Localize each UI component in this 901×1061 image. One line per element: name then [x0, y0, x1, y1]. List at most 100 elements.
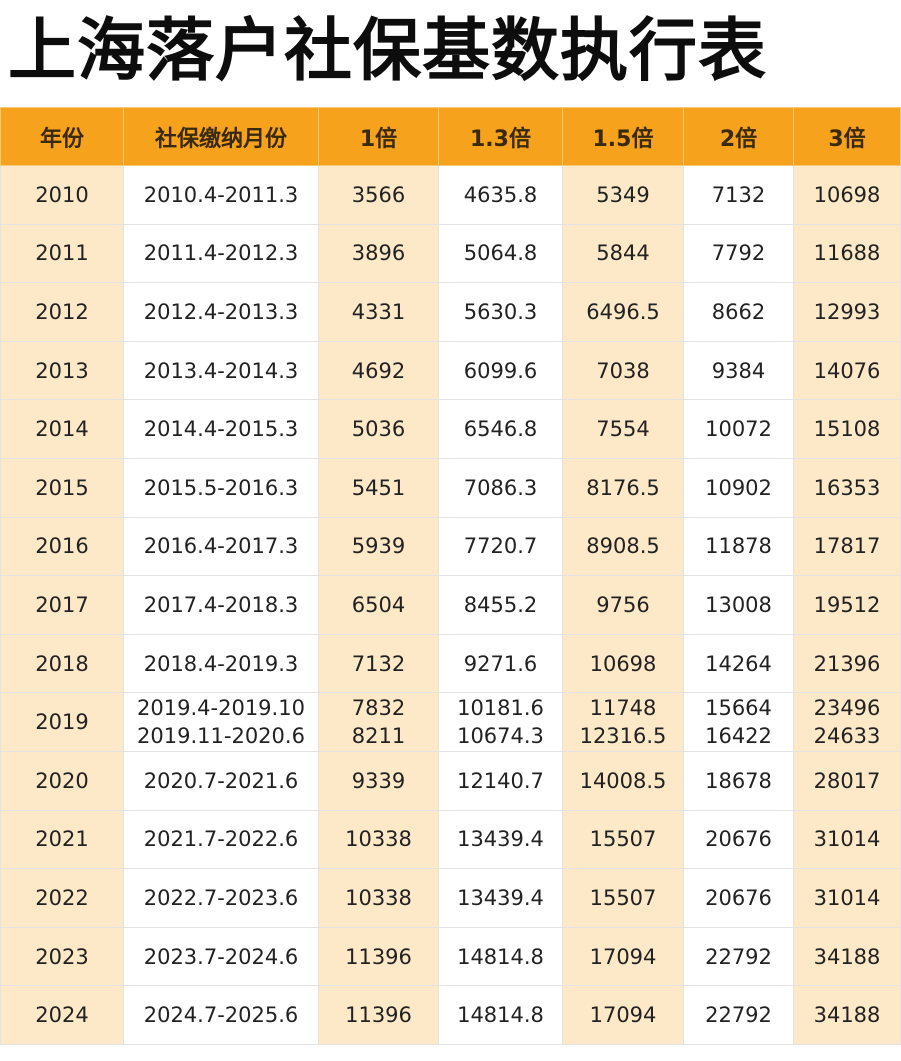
cell-year: 2015 — [0, 457, 124, 518]
cell-base-3x: 14076 — [793, 340, 901, 401]
cell-year: 2011 — [0, 223, 124, 284]
cell-value: 7792 — [711, 241, 766, 266]
cell-base-1x: 7132 — [318, 633, 439, 694]
cell-base-2x: 14264 — [683, 633, 794, 694]
cell-value: 13008 — [705, 592, 772, 617]
cell-base-1-5x: 11748 12316.5 — [562, 692, 684, 752]
table-row: 2014 2014.4-2015.3 5036 6546.8 7554 10072 1510… — [0, 399, 901, 459]
cell-value: 18678 — [705, 768, 772, 793]
cell-base-1-3x: 5064.8 — [438, 223, 563, 284]
cell-value: 2019.11-2020.6 — [137, 724, 305, 749]
cell-base-3x: 15108 — [793, 399, 901, 459]
cell-payment-months: 2015.5-2016.3 — [123, 457, 319, 518]
cell-year: 2022 — [0, 868, 124, 928]
cell-year: 2014 — [0, 399, 124, 459]
cell-value: 2017.4-2018.3 — [143, 592, 299, 617]
table-row: 2019 2019.4-2019.10 2019.11-2020.6 7832 8211… — [0, 692, 901, 752]
cell-value: 21396 — [813, 651, 881, 676]
cell-value: 3896 — [351, 241, 406, 266]
cell-value: 2013.4-2014.3 — [143, 358, 299, 383]
cell-value: 15108 — [813, 417, 881, 442]
cell-value: 10338 — [345, 885, 412, 910]
cell-value: 8908.5 — [586, 534, 660, 559]
cell-value: 16353 — [813, 475, 881, 500]
cell-value: 5939 — [351, 534, 406, 559]
cell-value: 10902 — [705, 475, 772, 500]
cell-value: 9756 — [596, 592, 650, 617]
cell-value: 10072 — [705, 417, 772, 442]
cell-base-1-5x: 8908.5 — [562, 516, 684, 577]
table-row: 2017 2017.4-2018.3 6504 8455.2 9756 13008 1951… — [0, 575, 901, 635]
cell-base-3x: 28017 — [793, 750, 901, 811]
cell-value: 14814.8 — [457, 1003, 544, 1028]
cell-value: 3566 — [351, 182, 406, 207]
cell-year: 2021 — [0, 809, 124, 870]
cell-base-2x: 20676 — [683, 809, 794, 870]
cell-base-1-5x: 7554 — [562, 399, 684, 459]
cell-value: 4635.8 — [463, 182, 538, 207]
cell-base-1x: 9339 — [318, 750, 439, 811]
cell-base-1x: 3896 — [318, 223, 439, 284]
cell-base-1x: 3566 — [318, 165, 439, 225]
cell-value: 9339 — [351, 768, 406, 793]
cell-year: 2020 — [0, 750, 124, 811]
cell-value: 15507 — [589, 885, 657, 910]
cell-value: 13439.4 — [457, 827, 544, 852]
table-row: 2015 2015.5-2016.3 5451 7086.3 8176.5 10902 16… — [0, 457, 901, 518]
cell-payment-months: 2020.7-2021.6 — [123, 750, 319, 811]
cell-value: 7132 — [351, 651, 406, 676]
page-title: 上海落户社保基数执行表 — [8, 12, 768, 91]
cell-value: 11688 — [813, 241, 881, 266]
cell-base-1-3x: 13439.4 — [438, 868, 563, 928]
cell-value: 9271.6 — [463, 651, 538, 676]
cell-base-3x: 17817 — [793, 516, 901, 577]
cell-value: 2020.7-2021.6 — [143, 768, 299, 793]
cell-value: 12993 — [813, 299, 881, 324]
cell-value: 17817 — [813, 534, 881, 559]
cell-base-1-3x: 7720.7 — [438, 516, 563, 577]
cell-value: 31014 — [813, 827, 881, 852]
table-row: 2022 2022.7-2023.6 10338 13439.4 15507 20676 3… — [0, 868, 901, 928]
cell-value: 5036 — [351, 417, 406, 442]
cell-base-2x: 9384 — [683, 340, 794, 401]
cell-base-2x: 13008 — [683, 575, 794, 635]
cell-payment-months: 2023.7-2024.6 — [123, 926, 319, 987]
cell-year: 2010 — [0, 165, 124, 225]
cell-value: 24633 — [813, 724, 881, 749]
table-row: 2018 2018.4-2019.3 7132 9271.6 10698 14264 213… — [0, 633, 901, 694]
cell-value: 2010.4-2011.3 — [143, 182, 299, 207]
cell-value: 34188 — [813, 944, 881, 969]
cell-base-3x: 16353 — [793, 457, 901, 518]
cell-value: 10338 — [345, 827, 412, 852]
cell-base-2x: 7792 — [683, 223, 794, 284]
cell-payment-months: 2022.7-2023.6 — [123, 868, 319, 928]
cell-value: 13439.4 — [457, 885, 544, 910]
cell-value: 2014.4-2015.3 — [143, 417, 299, 442]
cell-value: 8176.5 — [586, 475, 660, 500]
cell-value: 23496 — [813, 696, 881, 721]
cell-value: 5064.8 — [463, 241, 538, 266]
header-1-5x: 1.5倍 — [562, 107, 684, 166]
cell-year: 2024 — [0, 985, 124, 1045]
cell-value: 6496.5 — [586, 299, 660, 324]
cell-base-2x: 7132 — [683, 165, 794, 225]
cell-base-1x: 11396 — [318, 926, 439, 987]
cell-value: 2012.4-2013.3 — [143, 299, 299, 324]
cell-value: 4692 — [351, 358, 406, 383]
cell-base-3x: 12993 — [793, 282, 901, 342]
cell-base-3x: 34188 — [793, 985, 901, 1045]
table-row: 2010 2010.4-2011.3 3566 4635.8 5349 7132 10698 — [0, 165, 901, 225]
table-row: 2021 2021.7-2022.6 10338 13439.4 15507 20676 3… — [0, 809, 901, 870]
cell-year: 2023 — [0, 926, 124, 987]
cell-payment-months: 2019.4-2019.10 2019.11-2020.6 — [123, 692, 319, 752]
cell-base-2x: 15664 16422 — [683, 692, 794, 752]
cell-base-3x: 21396 — [793, 633, 901, 694]
cell-base-1x: 11396 — [318, 985, 439, 1045]
cell-base-2x: 10902 — [683, 457, 794, 518]
cell-value: 9384 — [711, 358, 766, 383]
cell-base-1x: 5939 — [318, 516, 439, 577]
table-row: 2012 2012.4-2013.3 4331 5630.3 6496.5 8662 129… — [0, 282, 901, 342]
cell-value: 10698 — [813, 182, 881, 207]
cell-base-3x: 19512 — [793, 575, 901, 635]
cell-base-1-5x: 7038 — [562, 340, 684, 401]
